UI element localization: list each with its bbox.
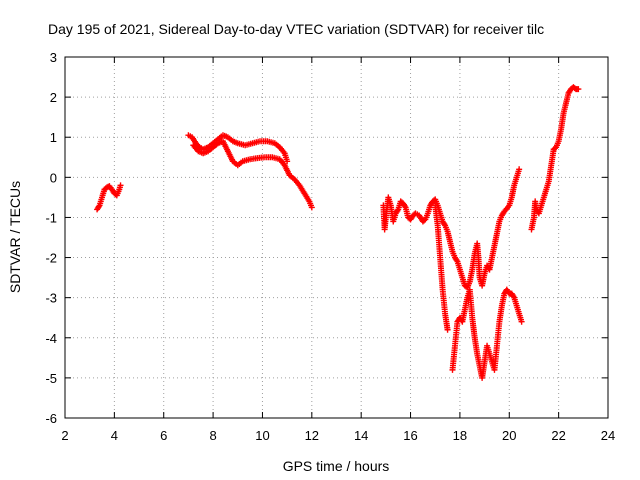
x-tick-label: 16 (403, 428, 417, 443)
x-tick-label: 8 (209, 428, 216, 443)
y-tick-label: -3 (45, 291, 57, 306)
x-tick-label: 20 (502, 428, 516, 443)
data-point (551, 145, 558, 152)
y-tick-label: -6 (45, 411, 57, 426)
y-tick-label: 3 (50, 50, 57, 65)
plot-frame (64, 56, 609, 419)
data-point (117, 182, 124, 189)
x-tick-label: 4 (111, 428, 118, 443)
y-tick-label: -5 (45, 371, 57, 386)
x-tick-label: 10 (255, 428, 269, 443)
y-tick-label: -2 (45, 251, 57, 266)
data-point (575, 86, 582, 93)
x-tick-label: 24 (601, 428, 615, 443)
data-segment (380, 166, 523, 291)
y-tick-label: 0 (50, 170, 57, 185)
data-point (444, 326, 451, 333)
y-tick-label: -1 (45, 210, 57, 225)
y-axis-label: SDTVAR / TECUs (7, 181, 23, 293)
data-point (516, 166, 523, 173)
data-segment (94, 182, 124, 213)
data-point (284, 158, 291, 165)
y-tick-label: 1 (50, 130, 57, 145)
y-tick-label: -4 (45, 331, 57, 346)
grid-lines (65, 57, 608, 418)
chart-title: Day 195 of 2021, Sidereal Day-to-day VTE… (48, 21, 544, 37)
x-axis-label: GPS time / hours (283, 458, 390, 474)
data-segment (449, 286, 525, 381)
data-segment (190, 138, 315, 211)
x-tick-label: 2 (61, 428, 68, 443)
data-point (518, 318, 525, 325)
data-point (421, 217, 428, 224)
x-tick-label: 6 (160, 428, 167, 443)
y-tick-label: 2 (50, 90, 57, 105)
data-segment (528, 84, 582, 233)
data-point (308, 204, 315, 211)
x-tick-label: 22 (551, 428, 565, 443)
plot-area (94, 84, 582, 381)
x-tick-label: 14 (354, 428, 368, 443)
data-segment (432, 202, 451, 333)
x-tick-label: 18 (453, 428, 467, 443)
x-tick-label: 12 (305, 428, 319, 443)
